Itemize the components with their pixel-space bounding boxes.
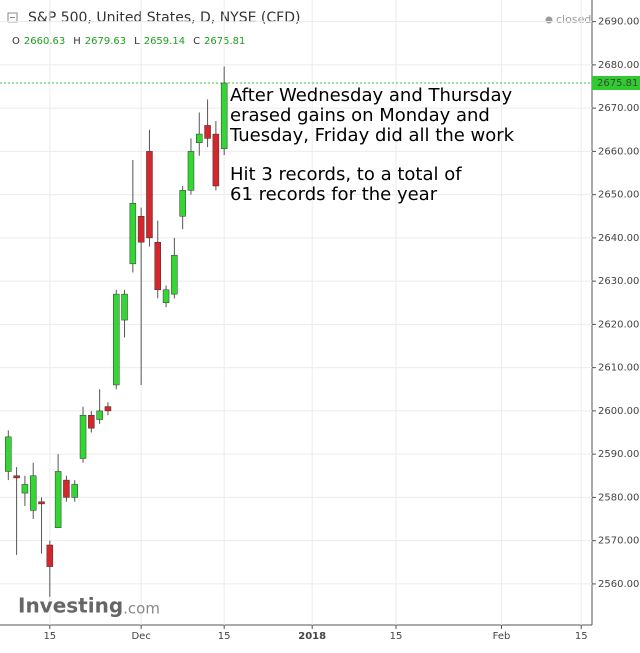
y-tick-label: 2580.00	[598, 492, 639, 503]
y-tick-label: 2610.00	[598, 363, 639, 374]
x-tick-label: 15	[43, 631, 56, 642]
candle-body	[96, 410, 103, 420]
y-tick-label: 2690.00	[598, 17, 639, 28]
candle-body	[88, 414, 95, 429]
x-tick-label: Feb	[493, 631, 511, 642]
candle-body	[13, 475, 20, 479]
x-tick-label: 15	[575, 631, 588, 642]
ohlc-value: 2679.63	[85, 36, 126, 47]
candle-body	[196, 133, 203, 143]
y-tick-label: 2600.00	[598, 406, 639, 417]
ohlc-label: O	[12, 36, 20, 47]
y-tick-label: 2570.00	[598, 536, 639, 547]
annotation: erased gains on Monday and	[230, 105, 490, 126]
candle-body	[179, 190, 186, 217]
watermark: .com	[123, 600, 160, 618]
candle-body	[137, 216, 145, 243]
ohlc-row: O 2660.63 H 2679.63 L 2659.14 C 2675.81	[12, 36, 245, 47]
candle-body	[104, 406, 112, 412]
y-tick-label: 2640.00	[598, 233, 639, 244]
annotation: Hit 3 records, to a total of	[230, 164, 462, 185]
candle-body	[54, 471, 62, 528]
y-tick-label: 2590.00	[598, 449, 639, 460]
last-price-box	[592, 76, 640, 91]
ohlc-label: L	[134, 36, 140, 47]
status: closed	[556, 13, 591, 26]
status-dot	[545, 16, 553, 24]
candle-body	[162, 289, 170, 304]
x-tick-label: 15	[218, 631, 231, 642]
ohlc-value: 2659.14	[144, 36, 185, 47]
candle-body	[5, 436, 12, 472]
candle-body	[212, 133, 220, 187]
candle-body	[46, 544, 54, 567]
x-tick-label: 2018	[298, 631, 326, 642]
annotation: Tuesday, Friday did all the work	[229, 125, 515, 146]
x-tick-label: Dec	[131, 631, 150, 642]
y-tick-label: 2660.00	[598, 146, 639, 157]
ohlc-value: 2675.81	[204, 36, 245, 47]
candle-body	[187, 151, 195, 191]
chart-title: S&P 500, United States, D, NYSE (CFD)	[28, 10, 300, 26]
last-price-label: 2675.81	[597, 78, 638, 89]
candle-body	[79, 414, 87, 459]
annotation: 61 records for the year	[230, 184, 438, 205]
y-tick-label: 2630.00	[598, 276, 639, 287]
candle-body	[21, 484, 29, 494]
candle-body	[63, 479, 70, 498]
y-tick-label: 2680.00	[598, 60, 639, 71]
candle-body	[146, 151, 153, 239]
y-tick-label: 2560.00	[598, 579, 639, 590]
candle-body	[204, 125, 211, 139]
x-tick-label: 15	[390, 631, 403, 642]
candle-body	[154, 241, 162, 291]
watermark: Investing	[18, 594, 123, 618]
candle-body	[171, 254, 178, 295]
y-tick-label: 2620.00	[598, 319, 639, 330]
y-tick-label: 2650.00	[598, 190, 639, 201]
candle-body	[112, 293, 120, 386]
candle-body	[220, 82, 228, 149]
ohlc-label: H	[73, 36, 81, 47]
candle-body	[71, 484, 78, 498]
candle-body	[129, 203, 137, 265]
candle-body	[29, 475, 37, 511]
y-tick-label: 2670.00	[598, 103, 639, 114]
ohlc-value: 2660.63	[24, 36, 65, 47]
candle-body	[38, 501, 45, 505]
candle-body	[121, 293, 128, 321]
ohlc-label: C	[193, 36, 200, 47]
annotation: After Wednesday and Thursday	[230, 85, 513, 106]
